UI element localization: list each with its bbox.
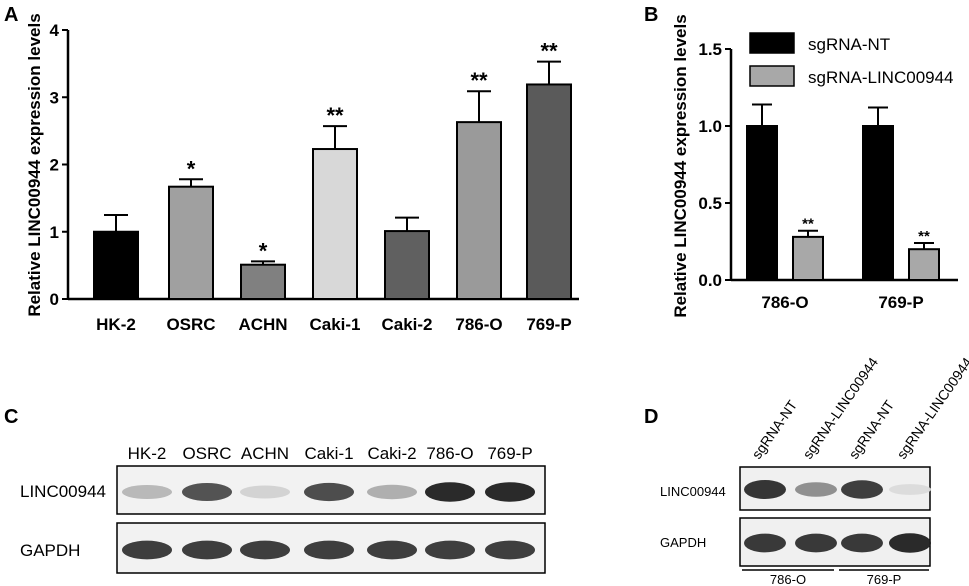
bar xyxy=(456,121,502,300)
row-label: LINC00944 xyxy=(660,484,726,499)
x-tick-label: HK-2 xyxy=(96,315,136,334)
y-axis-label: Relative LINC00944 expression levels xyxy=(671,14,690,317)
blot-band xyxy=(182,483,232,501)
x-tick-label: 769-P xyxy=(526,315,571,334)
chart-b: 0.0 0.5 1.0 1.5 ** 786-O ** 769-P sgRNA-NT sgRNA-… xyxy=(671,14,958,318)
blot-band xyxy=(304,540,354,560)
row-label: GAPDH xyxy=(20,541,80,560)
y-tick-label: 2 xyxy=(50,156,59,175)
y-tick-label: 0 xyxy=(50,290,59,309)
group-label: 769-P xyxy=(867,572,902,586)
blot-band xyxy=(425,540,475,560)
x-tick-label: 786-O xyxy=(761,293,808,312)
blot-band xyxy=(485,482,535,502)
x-tick-label: Caki-2 xyxy=(381,315,432,334)
legend-swatch xyxy=(749,32,795,54)
panel-letter-c: C xyxy=(4,406,18,428)
blot-band xyxy=(122,540,172,560)
blot-band xyxy=(889,533,931,553)
lane-label: sgRNA-NT xyxy=(748,397,800,462)
blot-band xyxy=(122,485,172,499)
bar xyxy=(526,83,572,300)
blot-band xyxy=(182,540,232,560)
blot-d: sgRNA-NT sgRNA-LINC00944sgRNA-NTsgRNA-LIN… xyxy=(660,354,969,586)
significance-mark: ** xyxy=(540,39,558,64)
blot-band xyxy=(240,485,290,499)
x-tick-label: Caki-1 xyxy=(309,315,360,334)
bar xyxy=(240,263,286,301)
bar xyxy=(792,235,824,282)
panel-letter-a: A xyxy=(4,4,18,26)
blot-band xyxy=(841,533,883,553)
y-tick-label: 4 xyxy=(50,21,60,40)
bar xyxy=(862,125,894,281)
x-tick-label: OSRC xyxy=(166,315,215,334)
significance-mark: ** xyxy=(918,228,930,245)
bar xyxy=(312,148,358,300)
lane-label: 786-O xyxy=(426,444,473,463)
significance-mark: ** xyxy=(326,103,344,128)
lane-label: Caki-2 xyxy=(367,444,416,463)
x-tick-label: 786-O xyxy=(455,315,502,334)
chart-a: 0 1 2 3 4 HK-2 * OSRC * ACHN ** Caki-1 Caki-2 ** 786-O… xyxy=(25,13,579,334)
lane-label: HK-2 xyxy=(128,444,167,463)
lane-label: sgRNA-LINC00944 xyxy=(893,354,969,462)
y-tick-label: 1 xyxy=(50,223,59,242)
panel-letter-b: B xyxy=(644,4,658,26)
legend-label: sgRNA-NT xyxy=(808,35,890,54)
lane-label: OSRC xyxy=(182,444,231,463)
blot-band xyxy=(367,540,417,560)
x-tick-label: ACHN xyxy=(238,315,287,334)
x-tick-label: 769-P xyxy=(878,293,923,312)
row-label: GAPDH xyxy=(660,535,706,550)
y-tick-label: 0.5 xyxy=(698,194,722,213)
y-tick-label: 3 xyxy=(50,88,59,107)
blot-band xyxy=(744,533,786,553)
blot-band xyxy=(744,480,786,499)
blot-band xyxy=(485,540,535,560)
legend-label: sgRNA-LINC00944 xyxy=(808,68,954,87)
blot-c: HK-2 OSRC ACHN Caki-1 Caki-2 786-O 769-P LINC00… xyxy=(20,444,546,574)
blot-band xyxy=(367,484,417,500)
blot-band xyxy=(889,484,931,495)
blot-band xyxy=(795,533,837,553)
panel-letter-d: D xyxy=(644,406,658,428)
y-tick-label: 1.0 xyxy=(698,117,722,136)
significance-mark: ** xyxy=(470,68,488,93)
group-label: 786-O xyxy=(770,572,806,586)
blot-band xyxy=(795,482,837,497)
row-label: LINC00944 xyxy=(20,482,106,501)
bar xyxy=(93,230,139,300)
blot-band xyxy=(240,540,290,560)
significance-mark: * xyxy=(259,238,268,263)
lane-label: Caki-1 xyxy=(304,444,353,463)
lane-label: 769-P xyxy=(487,444,532,463)
lane-label: sgRNA-NT xyxy=(845,397,897,462)
y-tick-label: 1.5 xyxy=(698,40,722,59)
significance-mark: * xyxy=(187,156,196,181)
significance-mark: ** xyxy=(802,216,814,233)
bar xyxy=(908,248,940,281)
blot-band xyxy=(841,480,883,499)
blot-band xyxy=(304,482,354,502)
bar xyxy=(384,230,430,300)
bar xyxy=(168,185,214,301)
lane-label: ACHN xyxy=(241,444,289,463)
legend-swatch xyxy=(749,65,795,87)
bar xyxy=(746,125,778,281)
y-tick-label: 0.0 xyxy=(698,271,722,290)
y-axis-label: Relative LINC00944 expression levels xyxy=(25,13,44,316)
blot-band xyxy=(425,482,475,502)
